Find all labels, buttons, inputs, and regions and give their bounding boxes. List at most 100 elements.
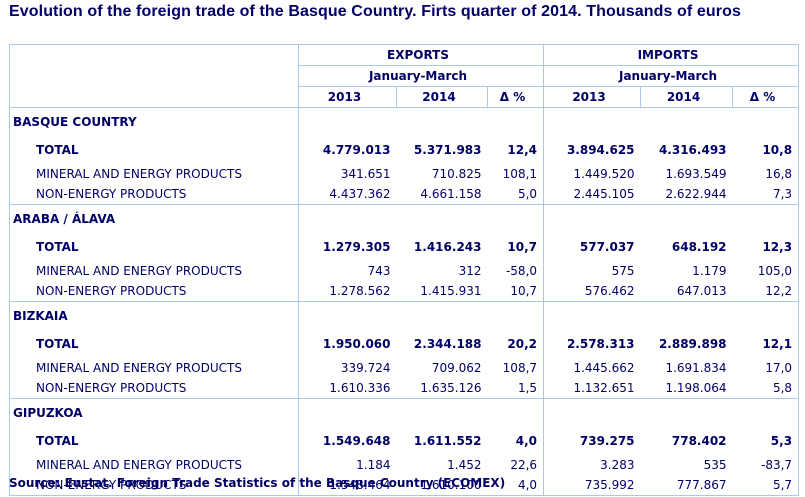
exp-delta-value: 10,7 xyxy=(487,281,545,302)
empty-cell xyxy=(640,398,733,427)
imp-delta-value: 17,0 xyxy=(732,358,800,378)
trade-table: EXPORTS IMPORTS January-March January-Ma… xyxy=(9,44,800,496)
region-name: ARABA / ÁLAVA xyxy=(9,204,299,233)
header-imports-2013: 2013 xyxy=(543,86,642,108)
header-blank-cell xyxy=(9,44,299,66)
exp-delta-value: 20,2 xyxy=(487,330,545,358)
imp-delta-value: 10,8 xyxy=(732,136,800,164)
region-row: BASQUE COUNTRY xyxy=(9,107,800,136)
imp-2013-value: 576.462 xyxy=(543,281,641,302)
empty-cell xyxy=(732,107,800,136)
imp-2014-value: 1.179 xyxy=(692,264,727,278)
imp-2013-value: 1.449.520 xyxy=(573,167,635,181)
imp-delta-value: 5,3 xyxy=(732,427,800,455)
region-name: GIPUZKOA xyxy=(9,398,299,427)
exp-2014-value: 710.825 xyxy=(431,167,482,181)
empty-cell xyxy=(396,301,488,330)
exp-2014-value: 1.415.931 xyxy=(396,281,488,302)
header-exports: EXPORTS xyxy=(297,44,545,66)
empty-cell xyxy=(732,204,800,233)
imp-2013-value: 2.445.105 xyxy=(543,184,641,205)
source-note: Source: Eustat. Foreign Trade Statistics… xyxy=(9,476,506,490)
imp-delta-value: 12,2 xyxy=(732,281,800,302)
total-row: TOTAL 1.549.648 1.611.552 4,0 739.275 778.402… xyxy=(9,427,800,455)
row-label: NON-ENERGY PRODUCTS xyxy=(9,184,299,205)
imp-delta-value: 12,1 xyxy=(732,330,800,358)
exp-2013-value: 1.549.648 xyxy=(322,434,391,448)
empty-cell xyxy=(732,301,800,330)
imp-2014-value: 1.693.549 xyxy=(665,167,727,181)
exp-2014-value: 4.661.158 xyxy=(396,184,488,205)
empty-cell xyxy=(640,107,733,136)
empty-cell xyxy=(543,301,641,330)
product-row: MINERAL AND ENERGY PRODUCTS 339.724 709.06… xyxy=(9,358,800,378)
imp-2014-value: 2.889.898 xyxy=(658,337,727,351)
exp-2013-value: 4.779.013 xyxy=(322,143,391,157)
imp-delta-value: 16,8 xyxy=(732,164,800,184)
imp-2013-value: 2.578.313 xyxy=(566,337,635,351)
exp-2013-value: 1.950.060 xyxy=(322,337,391,351)
product-row: NON-ENERGY PRODUCTS 4.437.362 4.661.158 5,0… xyxy=(9,184,800,205)
row-label: TOTAL xyxy=(9,427,299,455)
exp-2013-value: 1.548.464 xyxy=(298,475,397,496)
exp-delta-value: 10,7 xyxy=(487,233,545,261)
exp-2014-value: 1.452 xyxy=(447,458,482,472)
exp-delta-value: 108,7 xyxy=(487,358,545,378)
product-row: NON-ENERGY PRODUCTS 1.278.562 1.415.931 10,… xyxy=(9,281,800,302)
exp-2013-value: 743 xyxy=(367,264,391,278)
imp-2014-value: 778.402 xyxy=(671,434,727,448)
row-label: TOTAL xyxy=(9,136,299,164)
exp-2013-value: 341.651 xyxy=(340,167,391,181)
product-row: MINERAL AND ENERGY PRODUCTS 743 312 -58,0 57… xyxy=(9,261,800,281)
empty-cell xyxy=(487,204,545,233)
region-row: GIPUZKOA xyxy=(9,398,800,427)
exp-delta-value: 22,6 xyxy=(487,455,545,475)
exp-2014-value: 1.416.243 xyxy=(413,240,482,254)
empty-cell xyxy=(396,204,488,233)
imp-delta-value: 105,0 xyxy=(732,261,800,281)
imp-2014-value: 647.013 xyxy=(640,281,733,302)
product-row: NON-ENERGY PRODUCTS 1.610.336 1.635.126 1,5… xyxy=(9,378,800,399)
empty-cell xyxy=(298,398,397,427)
imp-delta-value: 12,3 xyxy=(732,233,800,261)
exp-2014-value: 709.062 xyxy=(431,361,482,375)
imp-2013-value: 577.037 xyxy=(579,240,635,254)
imp-2013-value: 1.445.662 xyxy=(573,361,635,375)
exp-2014-value: 312 xyxy=(458,264,482,278)
header-imports: IMPORTS xyxy=(543,44,800,66)
imp-2014-value: 535 xyxy=(703,458,727,472)
total-row: TOTAL 1.279.305 1.416.243 10,7 577.037 648.19… xyxy=(9,233,800,261)
region-row: BIZKAIA xyxy=(9,301,800,330)
exp-2014-value: 1.611.552 xyxy=(413,434,482,448)
product-row: NON-ENERGY PRODUCTS 1.548.464 1.610.100 4,0… xyxy=(9,475,800,496)
header-imports-period: January-March xyxy=(543,65,800,87)
empty-cell xyxy=(487,398,545,427)
imp-2013-value: 735.992 xyxy=(543,475,641,496)
imp-2013-value: 575 xyxy=(611,264,635,278)
product-row: MINERAL AND ENERGY PRODUCTS 341.651 710.82… xyxy=(9,164,800,184)
exp-2013-value: 1.279.305 xyxy=(322,240,391,254)
exp-delta-value: 4,0 xyxy=(487,427,545,455)
imp-2014-value: 777.867 xyxy=(640,475,733,496)
empty-cell xyxy=(298,107,397,136)
empty-cell xyxy=(543,107,641,136)
imp-2013-value: 3.283 xyxy=(600,458,635,472)
row-label: MINERAL AND ENERGY PRODUCTS xyxy=(9,164,299,184)
header-row-flows: EXPORTS IMPORTS xyxy=(9,44,800,66)
imp-2013-value: 1.132.651 xyxy=(543,378,641,399)
total-row: TOTAL 1.950.060 2.344.188 20,2 2.578.313 2.88… xyxy=(9,330,800,358)
exp-2014-value: 1.610.100 xyxy=(396,475,488,496)
region-row: ARABA / ÁLAVA xyxy=(9,204,800,233)
imp-delta-value: 5,8 xyxy=(732,378,800,399)
exp-2013-value: 1.184 xyxy=(356,458,391,472)
exp-delta-value: 5,0 xyxy=(487,184,545,205)
header-blank-cell xyxy=(9,65,299,87)
table-title: Evolution of the foreign trade of the Ba… xyxy=(9,3,741,20)
exp-2013-value: 1.610.336 xyxy=(298,378,397,399)
header-imports-2014: 2014 xyxy=(640,86,734,108)
imp-2014-value: 1.691.834 xyxy=(665,361,727,375)
empty-cell xyxy=(640,204,733,233)
header-exports-period: January-March xyxy=(297,65,545,87)
exp-delta-value: 4,0 xyxy=(487,475,545,496)
row-label: NON-ENERGY PRODUCTS xyxy=(9,281,299,302)
